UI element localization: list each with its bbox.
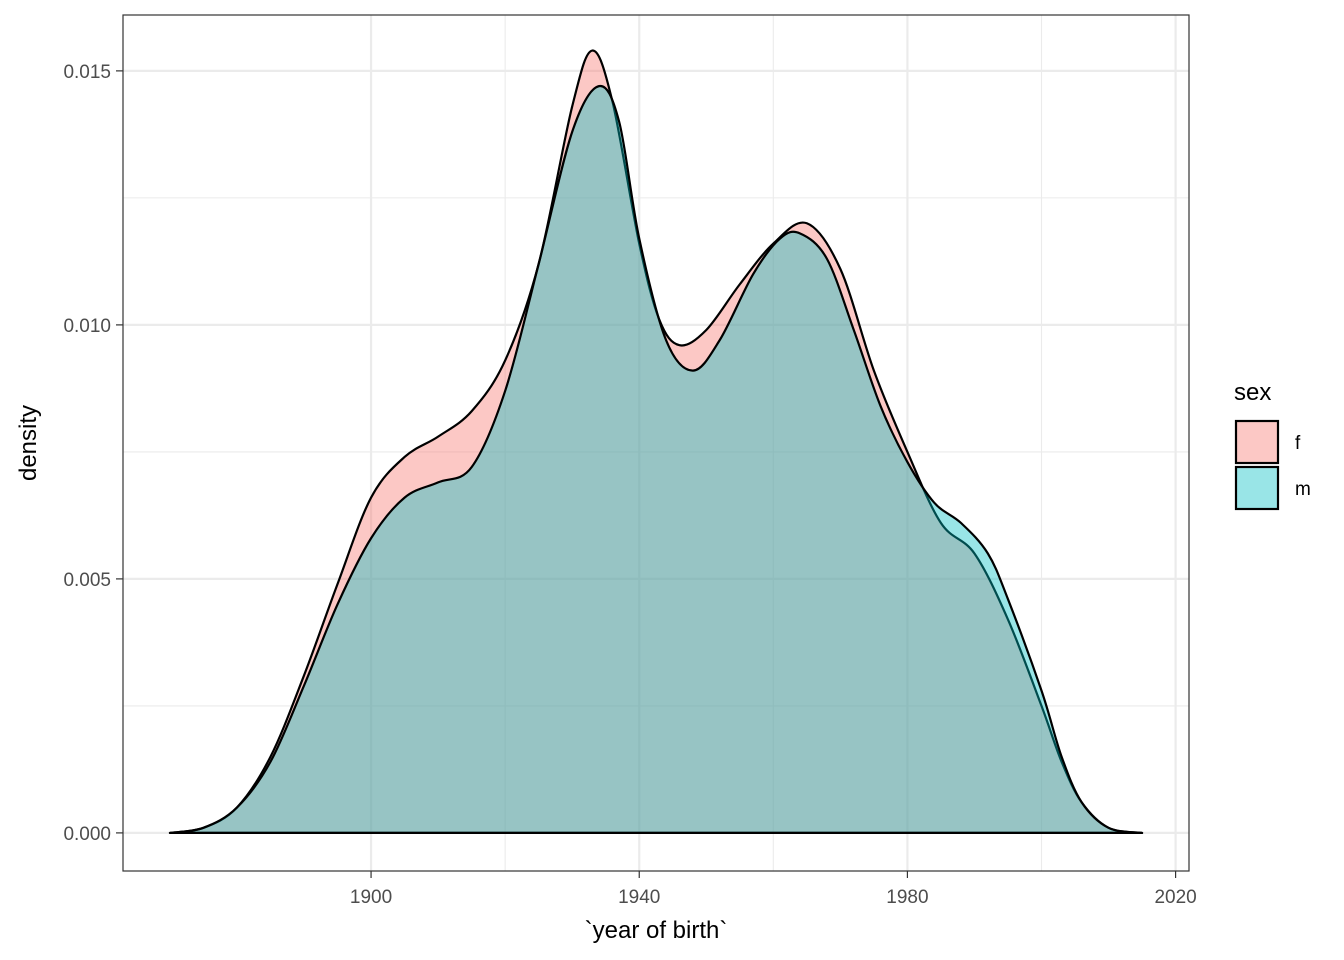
y-tick-label: 0.000 <box>63 824 111 845</box>
plot-background <box>123 15 1189 871</box>
x-axis: 1900 1940 1980 2020 <box>350 871 1197 908</box>
legend-title: sex <box>1234 379 1271 406</box>
y-tick-label: 0.010 <box>63 316 111 337</box>
y-axis-title: density <box>15 405 42 481</box>
y-tick-label: 0.005 <box>63 570 111 591</box>
legend-label-f: f <box>1295 433 1301 454</box>
minor-grid <box>123 15 1189 871</box>
legend-swatch-m <box>1234 465 1280 511</box>
y-tick-label: 0.015 <box>63 62 111 83</box>
plot-border <box>122 14 1190 872</box>
legend: sex f m <box>1234 379 1311 511</box>
legend-label-m: m <box>1295 479 1311 500</box>
density-area-m <box>168 85 1144 834</box>
legend-swatch-f <box>1234 419 1280 465</box>
legend-key-bg <box>1236 467 1278 509</box>
x-tick-label: 1980 <box>886 887 928 908</box>
legend-key-bg <box>1236 421 1278 463</box>
x-tick-label: 1900 <box>350 887 392 908</box>
y-axis: 0.000 0.005 0.010 0.015 <box>63 62 123 845</box>
x-axis-title: `year of birth` <box>585 917 728 944</box>
x-tick-label: 2020 <box>1154 887 1196 908</box>
x-tick-label: 1940 <box>618 887 660 908</box>
density-areas <box>168 49 1144 834</box>
